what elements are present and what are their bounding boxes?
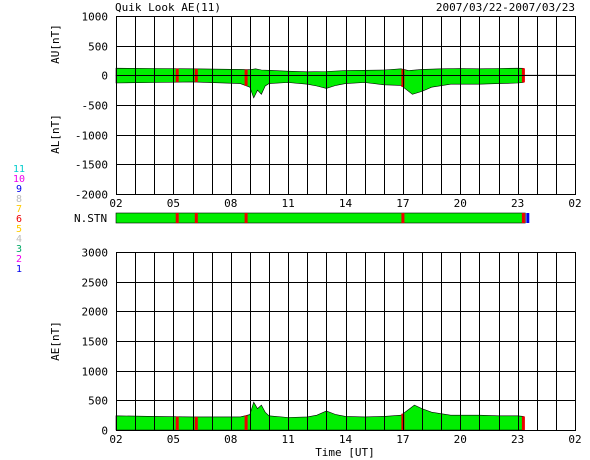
au-al-xtick: 02 <box>568 197 581 210</box>
au-al-panel: 1000 500 0 -500 -1000 -1500 -2000 02 05 08 11 14 17… <box>49 11 582 211</box>
au-al-ytick: 1000 <box>82 11 109 24</box>
ae-ytick: 500 <box>88 395 108 408</box>
au-al-xtick: 11 <box>282 197 295 210</box>
legend-entry-4: 4 <box>16 234 22 245</box>
legend-entry-11: 11 <box>13 164 25 175</box>
au-al-ytick: 0 <box>101 70 108 83</box>
ae-xtick: 14 <box>339 433 353 446</box>
n-stn-drop-0 <box>175 213 179 223</box>
au-al-drop-2 <box>244 69 248 86</box>
ae-ytick: 1000 <box>82 366 109 379</box>
au-al-ytick: 500 <box>88 41 108 54</box>
ae-xtick: 23 <box>511 433 524 446</box>
n-stn-drop-3 <box>401 213 405 223</box>
ae-drop-2 <box>244 415 248 430</box>
au-al-al-area <box>115 75 524 99</box>
n-stn-drop-2 <box>244 213 248 223</box>
ae-xtick: 02 <box>568 433 581 446</box>
n-stn-drop-4 <box>521 213 525 223</box>
legend-entry-10: 10 <box>13 174 25 185</box>
legend-entry-2: 2 <box>16 254 22 265</box>
ae-frame <box>116 252 576 431</box>
ae-xtick: 17 <box>396 433 409 446</box>
ae-xtick: 11 <box>282 433 295 446</box>
ae-ytick: 2500 <box>82 277 109 290</box>
ae-xtick: 02 <box>109 433 122 446</box>
n-stn-drop-1 <box>194 213 198 223</box>
au-al-xtick: 20 <box>454 197 467 210</box>
ae-drop-3 <box>401 413 405 430</box>
ae-ytick: 3000 <box>82 247 109 260</box>
au-al-xtick: 23 <box>511 197 524 210</box>
ae-axis-label: AE[nT] <box>49 321 62 361</box>
au-al-xtick: 17 <box>396 197 409 210</box>
au-al-frame <box>116 16 576 195</box>
ae-ytick: 0 <box>101 425 108 438</box>
n-stn-bar: N.STN <box>74 212 530 225</box>
n-stn-end-marker <box>526 213 530 223</box>
au-al-xtick: 05 <box>167 197 180 210</box>
date-range: 2007/03/22-2007/03/23 <box>436 1 575 14</box>
au-al-ytick: -1500 <box>75 159 108 172</box>
au-al-xtick: 08 <box>224 197 237 210</box>
ae-drop-1 <box>194 416 198 430</box>
ae-drop-4 <box>521 416 525 430</box>
au-al-ytick: -1000 <box>75 130 108 143</box>
ae-panel: 3000 2500 2000 1500 1000 500 0 02 05 08 11 14 17 20 2… <box>49 247 582 460</box>
legend-entry-1: 1 <box>16 264 22 275</box>
ae-ytick: 2000 <box>82 306 109 319</box>
ae-ae-area <box>115 401 524 431</box>
legend-entry-5: 5 <box>16 224 22 235</box>
ae-ytick: 1500 <box>82 336 109 349</box>
legend-entry-9: 9 <box>16 184 22 195</box>
au-al-au-area <box>115 67 524 76</box>
au-axis-label: AU[nT] <box>49 24 62 64</box>
time-axis-label: Time [UT] <box>315 446 375 459</box>
al-axis-label: AL[nT] <box>49 114 62 154</box>
legend-entry-3: 3 <box>16 244 22 255</box>
legend-entry-8: 8 <box>16 194 22 205</box>
au-al-xtick: 14 <box>339 197 353 210</box>
legend-entry-7: 7 <box>16 204 22 215</box>
ae-xtick: 20 <box>454 433 467 446</box>
ae-xtick: 08 <box>224 433 237 446</box>
ae-xtick: 05 <box>167 433 180 446</box>
n-stn-fill <box>115 212 526 224</box>
n-stn-label: N.STN <box>74 212 107 225</box>
ae-drop-0 <box>175 416 179 430</box>
legend-entry-6: 6 <box>16 214 22 225</box>
au-al-xtick: 02 <box>109 197 122 210</box>
chart-title: Quik Look AE(11) <box>115 1 221 14</box>
au-al-ytick: -2000 <box>75 189 108 202</box>
au-al-drop-3 <box>401 69 405 87</box>
au-al-ytick: -500 <box>82 100 109 113</box>
